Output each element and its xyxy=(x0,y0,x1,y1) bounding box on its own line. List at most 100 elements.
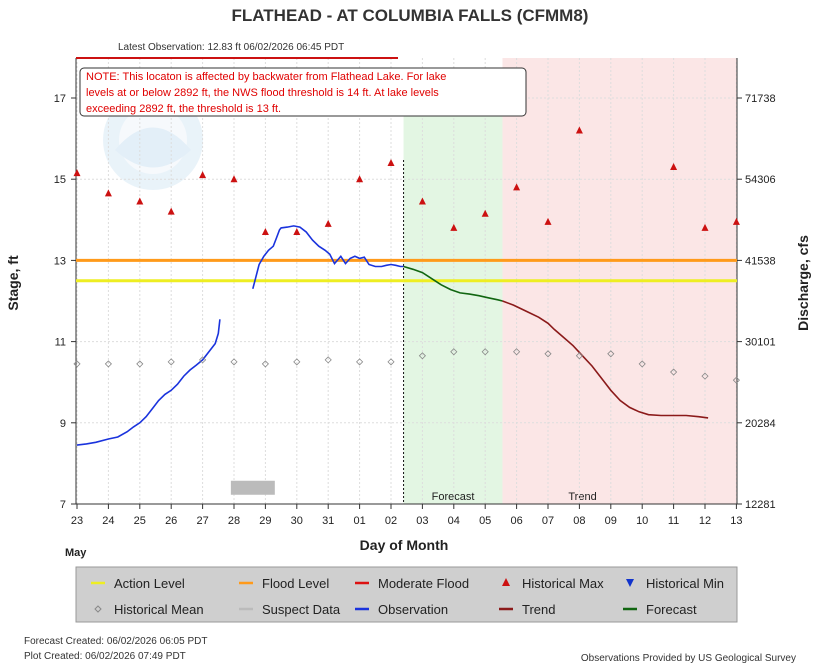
x-tick-label: 13 xyxy=(730,515,742,527)
historical-max-point xyxy=(575,126,583,134)
x-tick-label: 03 xyxy=(416,515,428,527)
historical-max-point xyxy=(230,175,238,183)
historical-max-point xyxy=(261,227,269,235)
legend-item: Action Level xyxy=(91,576,185,591)
x-tick-label: 11 xyxy=(668,515,679,527)
x-tick-label: 10 xyxy=(636,515,648,527)
historical-max-point xyxy=(513,183,521,191)
y2-tick-label: 54306 xyxy=(745,174,776,186)
legend-item: Historical Min xyxy=(626,576,724,591)
x-tick-label: 26 xyxy=(165,515,177,527)
historical-mean-point xyxy=(670,368,678,376)
month-label: May xyxy=(65,547,87,559)
historical-mean-point xyxy=(575,352,583,360)
historical-max-point xyxy=(670,163,678,171)
y2-tick-label: 71738 xyxy=(745,93,776,105)
legend-item: Suspect Data xyxy=(239,602,341,617)
historical-max-point xyxy=(544,217,552,225)
y2-tick-label: 30101 xyxy=(745,337,776,349)
plot-created: Plot Created: 06/02/2026 07:49 PDT xyxy=(24,651,186,662)
historical-mean-point xyxy=(607,350,615,358)
x-axis-label: Day of Month xyxy=(360,537,449,553)
y2-tick-label: 20284 xyxy=(745,418,776,430)
x-tick-label: 24 xyxy=(102,515,114,527)
legend-item: Trend xyxy=(499,602,555,617)
historical-mean-point xyxy=(167,358,175,366)
x-tick-label: 04 xyxy=(448,515,460,527)
forecast-line xyxy=(403,265,503,302)
note-line-2: levels at or below 2892 ft, the NWS floo… xyxy=(86,87,439,99)
forecast-region xyxy=(403,113,503,504)
historical-mean-point xyxy=(418,352,426,360)
historical-min-icon xyxy=(626,579,634,587)
legend-item: Historical Mean xyxy=(94,602,204,617)
historical-max-point xyxy=(167,207,175,215)
y-tick-label: 15 xyxy=(54,174,66,186)
x-tick-label: 02 xyxy=(385,515,397,527)
historical-max-point xyxy=(199,171,207,179)
legend-label: Historical Min xyxy=(646,576,724,591)
x-tick-label: 06 xyxy=(510,515,522,527)
historical-mean-point xyxy=(638,360,646,368)
y2-tick-label: 41538 xyxy=(745,255,776,267)
trend-line xyxy=(502,300,709,419)
legend-label: Trend xyxy=(522,602,555,617)
historical-mean-point xyxy=(356,358,364,366)
legend: Action Level Flood Level Moderate Flood His… xyxy=(75,566,738,623)
observation-line xyxy=(252,225,404,290)
historical-max-point xyxy=(73,169,81,177)
legend-label: Observation xyxy=(378,602,448,617)
x-tick-label: 08 xyxy=(573,515,585,527)
historical-mean-point xyxy=(324,356,332,364)
historical-mean-point xyxy=(136,360,144,368)
y2-tick-label: 12281 xyxy=(745,499,776,511)
backwater-note: NOTE: This locaton is affected by backwa… xyxy=(79,67,527,117)
historical-max-point xyxy=(356,175,364,183)
historical-mean-point xyxy=(481,348,489,356)
legend-label: Historical Max xyxy=(522,576,604,591)
historical-mean-icon xyxy=(94,605,102,613)
historical-max-point xyxy=(136,197,144,205)
historical-max-point xyxy=(104,189,112,197)
historical-max-point xyxy=(293,227,301,235)
historical-mean-point xyxy=(73,360,81,368)
historical-max-icon xyxy=(502,578,510,586)
y-tick-label: 13 xyxy=(54,255,66,267)
historical-mean-point xyxy=(544,350,552,358)
x-tick-label: 30 xyxy=(291,515,303,527)
y-tick-label: 7 xyxy=(60,499,66,511)
chart-title: FLATHEAD - AT COLUMBIA FALLS (CFMM8) xyxy=(232,6,589,25)
historical-mean-point xyxy=(513,348,521,356)
legend-item: Historical Max xyxy=(502,576,604,591)
legend-item: Forecast xyxy=(623,602,697,617)
y-tick-label: 9 xyxy=(60,418,66,430)
note-line-1: NOTE: This locaton is affected by backwa… xyxy=(86,71,446,83)
x-tick-label: 25 xyxy=(134,515,146,527)
historical-mean-point xyxy=(230,358,238,366)
legend-label: Action Level xyxy=(114,576,185,591)
legend-item: Flood Level xyxy=(239,576,329,591)
latest-observation: Latest Observation: 12.83 ft 06/02/2026 … xyxy=(118,42,344,53)
historical-mean-point xyxy=(450,348,458,356)
x-tick-label: 29 xyxy=(259,515,271,527)
historical-max-point xyxy=(450,223,458,231)
legend-label: Suspect Data xyxy=(262,602,341,617)
legend-label: Flood Level xyxy=(262,576,329,591)
suspect-data-bar xyxy=(230,480,275,495)
y-axis-label: Stage, ft xyxy=(5,255,21,311)
x-tick-label: 27 xyxy=(196,515,208,527)
note-line-3: exceeding 2892 ft, the threshold is 13 f… xyxy=(86,103,281,115)
historical-mean-point xyxy=(732,376,740,384)
legend-label: Moderate Flood xyxy=(378,576,469,591)
x-tick-label: 01 xyxy=(353,515,365,527)
x-tick-label: 05 xyxy=(479,515,491,527)
historical-mean-point xyxy=(104,360,112,368)
y-tick-label: 11 xyxy=(55,337,66,349)
historical-max-point xyxy=(387,158,395,166)
historical-max-point xyxy=(732,217,740,225)
historical-mean-point xyxy=(261,360,269,368)
historical-mean-point xyxy=(387,358,395,366)
historical-mean-point xyxy=(293,358,301,366)
historical-max-point xyxy=(701,223,709,231)
